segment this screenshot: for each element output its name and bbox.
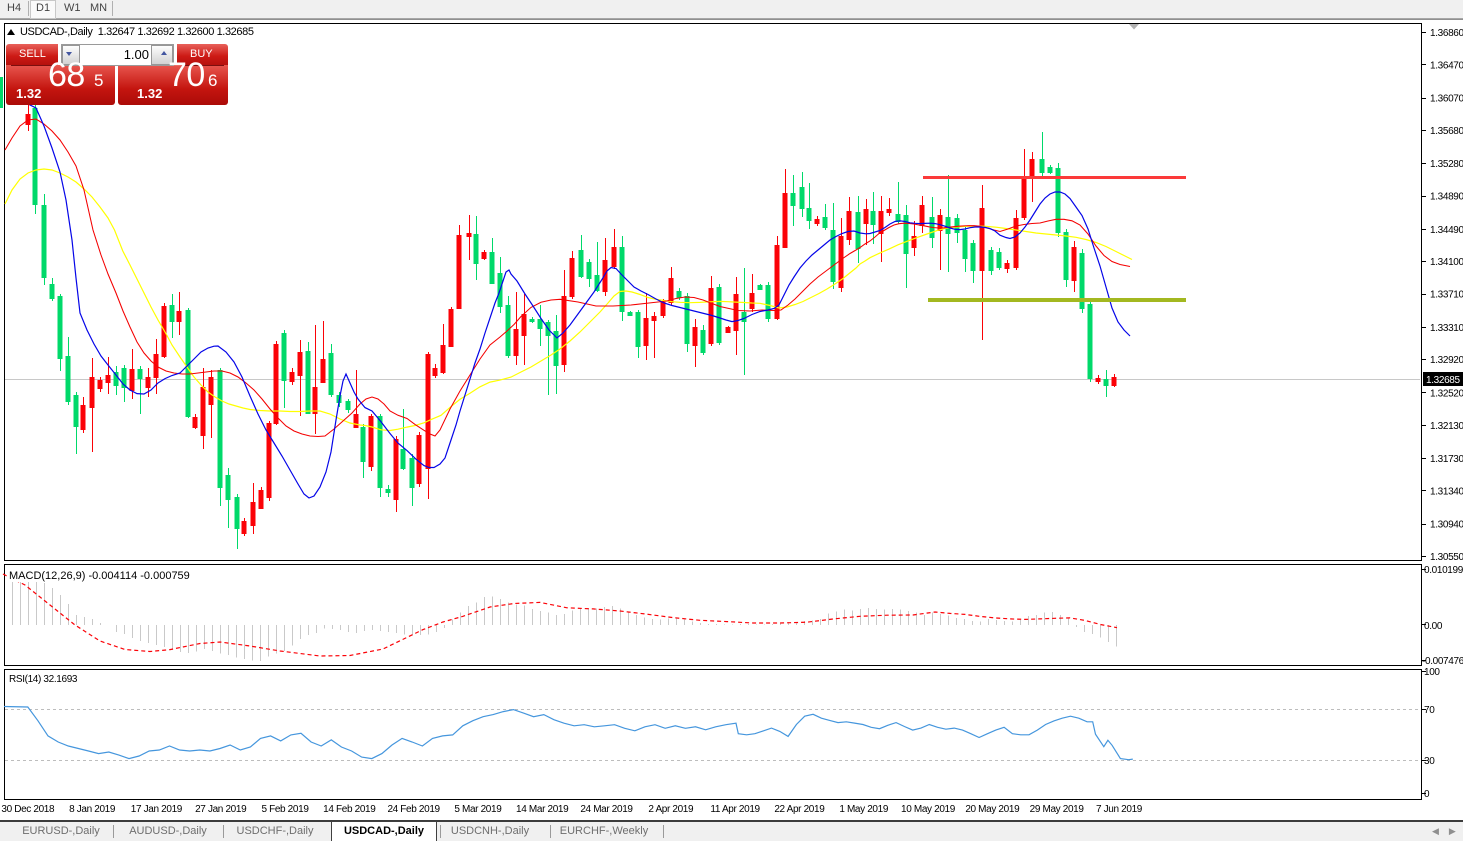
svg-text:1.36470: 1.36470 xyxy=(1430,60,1463,71)
svg-text:1.34100: 1.34100 xyxy=(1430,257,1463,268)
svg-text:27 Jan 2019: 27 Jan 2019 xyxy=(195,804,247,815)
svg-text:7 Jun 2019: 7 Jun 2019 xyxy=(1096,804,1143,815)
svg-text:1.32685: 1.32685 xyxy=(1426,375,1460,386)
svg-text:1.32130: 1.32130 xyxy=(1430,421,1463,432)
svg-text:1.34490: 1.34490 xyxy=(1430,225,1463,236)
svg-text:24 Mar 2019: 24 Mar 2019 xyxy=(580,804,633,815)
svg-text:24 Feb 2019: 24 Feb 2019 xyxy=(387,804,440,815)
svg-text:29 May 2019: 29 May 2019 xyxy=(1030,804,1085,815)
svg-text:30: 30 xyxy=(1424,756,1435,767)
svg-text:-0.007476: -0.007476 xyxy=(1422,656,1463,667)
svg-text:0: 0 xyxy=(1424,789,1430,800)
svg-text:1.32520: 1.32520 xyxy=(1430,389,1463,400)
svg-text:1.30940: 1.30940 xyxy=(1430,520,1463,531)
svg-text:20 May 2019: 20 May 2019 xyxy=(965,804,1020,815)
svg-text:14 Feb 2019: 14 Feb 2019 xyxy=(323,804,376,815)
svg-text:0.010199: 0.010199 xyxy=(1424,565,1463,576)
svg-text:1.33710: 1.33710 xyxy=(1430,290,1463,301)
svg-text:17 Jan 2019: 17 Jan 2019 xyxy=(131,804,183,815)
svg-text:100: 100 xyxy=(1424,667,1440,678)
svg-text:1.31730: 1.31730 xyxy=(1430,454,1463,465)
svg-text:2 Apr 2019: 2 Apr 2019 xyxy=(648,804,694,815)
svg-text:1.36070: 1.36070 xyxy=(1430,94,1463,105)
svg-text:1 May 2019: 1 May 2019 xyxy=(839,804,889,815)
svg-text:10 May 2019: 10 May 2019 xyxy=(901,804,956,815)
svg-text:1.35280: 1.35280 xyxy=(1430,159,1463,170)
svg-text:5 Feb 2019: 5 Feb 2019 xyxy=(261,804,309,815)
svg-text:1.35680: 1.35680 xyxy=(1430,126,1463,137)
svg-text:0.00: 0.00 xyxy=(1424,621,1443,632)
svg-text:14 Mar 2019: 14 Mar 2019 xyxy=(516,804,569,815)
svg-text:11 Apr 2019: 11 Apr 2019 xyxy=(710,804,760,815)
svg-text:1.32920: 1.32920 xyxy=(1430,355,1463,366)
svg-text:30 Dec 2018: 30 Dec 2018 xyxy=(1,804,55,815)
svg-text:22 Apr 2019: 22 Apr 2019 xyxy=(774,804,825,815)
svg-text:1.33310: 1.33310 xyxy=(1430,323,1463,334)
svg-text:1.31340: 1.31340 xyxy=(1430,487,1463,498)
svg-text:1.34890: 1.34890 xyxy=(1430,192,1463,203)
svg-text:5 Mar 2019: 5 Mar 2019 xyxy=(454,804,502,815)
svg-text:RSI(14) 32.1693: RSI(14) 32.1693 xyxy=(9,674,78,685)
svg-text:70: 70 xyxy=(1424,705,1435,716)
svg-text:8 Jan 2019: 8 Jan 2019 xyxy=(69,804,116,815)
svg-text:1.36860: 1.36860 xyxy=(1430,28,1463,39)
svg-text:1.30550: 1.30550 xyxy=(1430,552,1463,563)
